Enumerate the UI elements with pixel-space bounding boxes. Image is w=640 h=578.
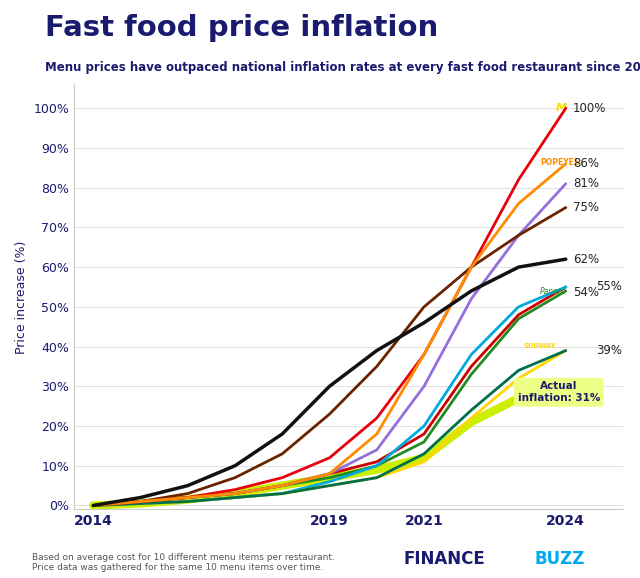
Text: SUBWAY: SUBWAY [524,343,556,349]
Text: 54%: 54% [573,287,599,299]
Text: 75%: 75% [573,201,599,214]
Text: 62%: 62% [573,253,599,266]
Text: 39%: 39% [596,344,623,357]
Text: Actual
inflation: 31%: Actual inflation: 31% [518,381,600,403]
Text: Based on average cost for 10 different menu items per restaurant.: Based on average cost for 10 different m… [32,553,335,562]
Y-axis label: Price increase (%): Price increase (%) [15,240,28,354]
Text: 86%: 86% [573,157,599,171]
Text: POPEYES: POPEYES [540,158,579,167]
Text: 100%: 100% [573,102,606,114]
Text: Panera: Panera [540,287,566,297]
Text: Price data was gathered for the same 10 menu items over time.: Price data was gathered for the same 10 … [32,563,323,572]
Text: 81%: 81% [573,177,599,190]
Text: FINANCE: FINANCE [403,550,485,568]
Text: 55%: 55% [596,280,622,294]
Text: Menu prices have outpaced national inflation rates at every fast food restaurant: Menu prices have outpaced national infla… [45,61,640,73]
Text: Fast food price inflation: Fast food price inflation [45,14,438,42]
Text: M: M [556,103,567,113]
Text: BUZZ: BUZZ [534,550,585,568]
